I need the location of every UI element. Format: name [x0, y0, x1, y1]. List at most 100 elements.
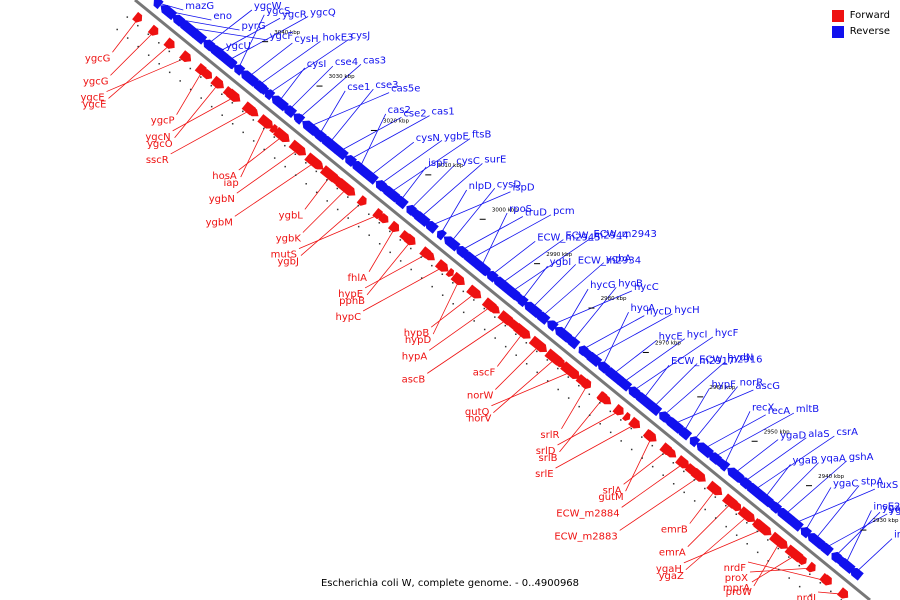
reverse-gene-label: stpA — [861, 477, 883, 488]
forward-gene-label: hypA — [402, 351, 428, 362]
leader-line — [571, 287, 617, 342]
forward-gene — [751, 518, 765, 530]
tick-label: 2990 kbp — [546, 252, 572, 258]
leader-line — [234, 161, 316, 217]
reverse-gene-label: cse1 — [347, 82, 370, 93]
position-dot — [410, 247, 412, 250]
leader-line — [240, 122, 268, 178]
reverse-gene-label: ygbI — [550, 257, 572, 268]
reverse-gene-label: ispD — [513, 183, 535, 194]
leader-line — [559, 397, 604, 453]
reverse-gene-label: norR — [740, 378, 764, 389]
position-dot — [693, 479, 696, 481]
leader-line — [511, 237, 592, 293]
forward-gene — [399, 230, 412, 242]
reverse-gene — [563, 333, 576, 346]
forward-gene — [272, 126, 290, 143]
position-dot — [284, 144, 286, 147]
reverse-gene-label: hycD — [646, 307, 672, 318]
reverse-gene-label: mazG — [185, 1, 214, 12]
leader-line — [495, 345, 540, 390]
leader-line — [496, 332, 524, 367]
reverse-gene — [850, 568, 864, 581]
reverse-gene-label: cse3 — [375, 80, 398, 91]
position-dot — [746, 522, 748, 524]
position-dot — [252, 119, 255, 121]
leader-line — [685, 515, 749, 571]
leader-line — [582, 315, 645, 351]
forward-gene-label: srlD — [536, 446, 556, 457]
leader-line — [625, 437, 652, 492]
leader-line — [561, 384, 588, 430]
position-dot — [357, 225, 360, 228]
leader-line — [689, 489, 717, 524]
position-dot — [672, 483, 675, 485]
reverse-gene — [784, 513, 794, 524]
forward-gene-label: sscR — [146, 155, 169, 166]
leader-line — [207, 9, 253, 45]
reverse-gene-label: ygbA — [606, 254, 632, 265]
tick-label: 3030 kbp — [329, 74, 355, 80]
reverse-gene — [767, 499, 777, 510]
forward-gene-label: pphB — [339, 296, 365, 307]
leader-line — [743, 437, 807, 483]
position-dot — [777, 547, 780, 550]
reverse-gene — [209, 44, 220, 55]
leader-line — [237, 14, 265, 69]
reverse-gene-label: gshA — [849, 452, 874, 463]
position-dot — [599, 402, 601, 404]
leader-line — [623, 449, 668, 485]
reverse-gene-label: eno — [213, 11, 232, 22]
leader-line — [429, 305, 492, 351]
position-dot — [798, 585, 801, 588]
position-dot — [609, 431, 612, 434]
forward-gene — [596, 391, 612, 405]
position-dot — [462, 311, 465, 314]
leader-line — [824, 513, 888, 549]
forward-gene — [357, 195, 366, 206]
forward-gene — [222, 86, 236, 98]
leader-line — [318, 90, 346, 136]
position-dot — [200, 76, 202, 78]
forward-gene — [445, 267, 455, 278]
reverse-gene-label: ECW_m2943 — [593, 229, 656, 240]
leader-line — [501, 239, 564, 284]
leader-line — [673, 389, 754, 425]
position-dot — [389, 251, 391, 254]
reverse-gene-label: ygcQ — [310, 8, 336, 19]
reverse-gene-label: nlpD — [469, 181, 492, 192]
reverse-gene-label: ascG — [755, 381, 780, 392]
reverse-gene — [716, 458, 728, 469]
position-dot — [620, 440, 622, 442]
legend-label-forward: Forward — [849, 10, 890, 21]
reverse-gene-label: surE — [484, 154, 506, 165]
position-dot — [683, 470, 685, 473]
tick-label: 2950 kbp — [764, 429, 790, 435]
position-dot — [347, 196, 349, 198]
position-dot — [819, 582, 822, 584]
forward-gene-label: norV — [468, 414, 492, 425]
leader-line — [747, 561, 829, 582]
position-dot — [294, 153, 297, 155]
forward-gene — [684, 463, 700, 477]
position-dot — [725, 525, 727, 528]
leader-line — [174, 83, 219, 139]
position-dot — [683, 491, 685, 494]
leader-line — [110, 31, 155, 76]
forward-gene — [642, 428, 654, 440]
reverse-gene-label: hycE — [659, 331, 683, 342]
forward-gene-label: ygbJ — [277, 257, 299, 268]
leader-line — [622, 338, 686, 384]
position-dot — [525, 363, 528, 365]
position-dot — [315, 191, 318, 194]
position-dot — [494, 337, 496, 339]
forward-gene — [628, 416, 641, 429]
leader-line — [754, 435, 835, 491]
position-dot — [231, 102, 234, 104]
forward-gene — [575, 374, 589, 386]
forward-gene — [147, 24, 159, 36]
position-dot — [735, 534, 738, 536]
forward-gene — [290, 140, 301, 152]
reverse-gene-label: insF2 — [894, 530, 900, 541]
position-dot — [756, 530, 759, 533]
